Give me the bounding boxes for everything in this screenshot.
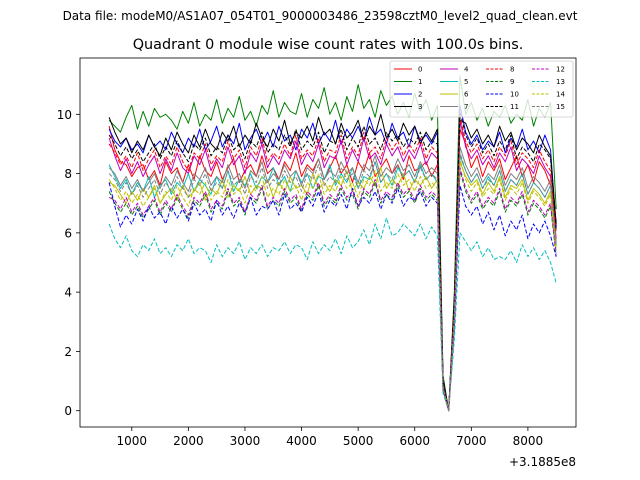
legend-label-11: 11: [510, 103, 519, 111]
x-tick-label: 2000: [173, 434, 204, 448]
legend-label-12: 12: [556, 66, 565, 74]
y-tick-label: 6: [64, 226, 72, 240]
x-tick-label: 5000: [343, 434, 374, 448]
x-tick-label: 6000: [399, 434, 430, 448]
figure-suptitle: Data file: modeM0/AS1A07_054T01_90000034…: [63, 9, 578, 23]
legend-label-1: 1: [418, 78, 422, 86]
y-tick-label: 10: [57, 108, 72, 122]
series-line-5: [108, 155, 557, 412]
x-tick-label: 7000: [456, 434, 487, 448]
series-line-15: [108, 152, 557, 412]
x-offset-label: +3.1885e8: [509, 455, 576, 469]
plot-series-group: [108, 75, 557, 412]
y-tick-label: 2: [64, 345, 72, 359]
y-tick-label: 0: [64, 404, 72, 418]
legend-label-0: 0: [418, 66, 422, 74]
x-tick-label: 8000: [513, 434, 544, 448]
legend-frame: [389, 60, 574, 118]
chart-title: Quadrant 0 module wise count rates with …: [133, 37, 524, 53]
legend-label-15: 15: [556, 103, 565, 111]
y-tick-label: 4: [64, 286, 72, 300]
legend-label-13: 13: [556, 78, 565, 86]
series-line-10: [108, 182, 557, 412]
y-tick-label: 8: [64, 167, 72, 181]
series-line-13: [108, 217, 557, 412]
x-tick-label: 1000: [117, 434, 148, 448]
y-axis: 0 2 4 6 8 10: [57, 108, 80, 418]
x-axis: 1000 2000 3000 4000 5000 6000 7000 8000: [117, 427, 544, 448]
legend-label-10: 10: [510, 91, 519, 99]
series-line-3: [108, 113, 557, 412]
legend-label-4: 4: [464, 66, 469, 74]
series-line-0: [108, 126, 557, 412]
legend-label-14: 14: [556, 91, 565, 99]
series-line-11: [108, 110, 557, 412]
legend-label-5: 5: [464, 78, 468, 86]
series-line-12: [108, 167, 557, 412]
series-line-6: [108, 161, 557, 412]
legend-label-9: 9: [510, 78, 514, 86]
series-line-4: [108, 119, 557, 412]
plot-frame: [79, 57, 577, 428]
legend-label-6: 6: [464, 91, 469, 99]
legend-label-2: 2: [418, 91, 422, 99]
series-line-14: [108, 158, 557, 412]
series-line-2: [108, 104, 557, 412]
legend-label-3: 3: [418, 103, 422, 111]
legend-label-8: 8: [510, 66, 514, 74]
series-line-7: [108, 146, 557, 412]
x-tick-label: 4000: [286, 434, 317, 448]
x-tick-label: 3000: [230, 434, 261, 448]
legend-label-7: 7: [464, 103, 468, 111]
